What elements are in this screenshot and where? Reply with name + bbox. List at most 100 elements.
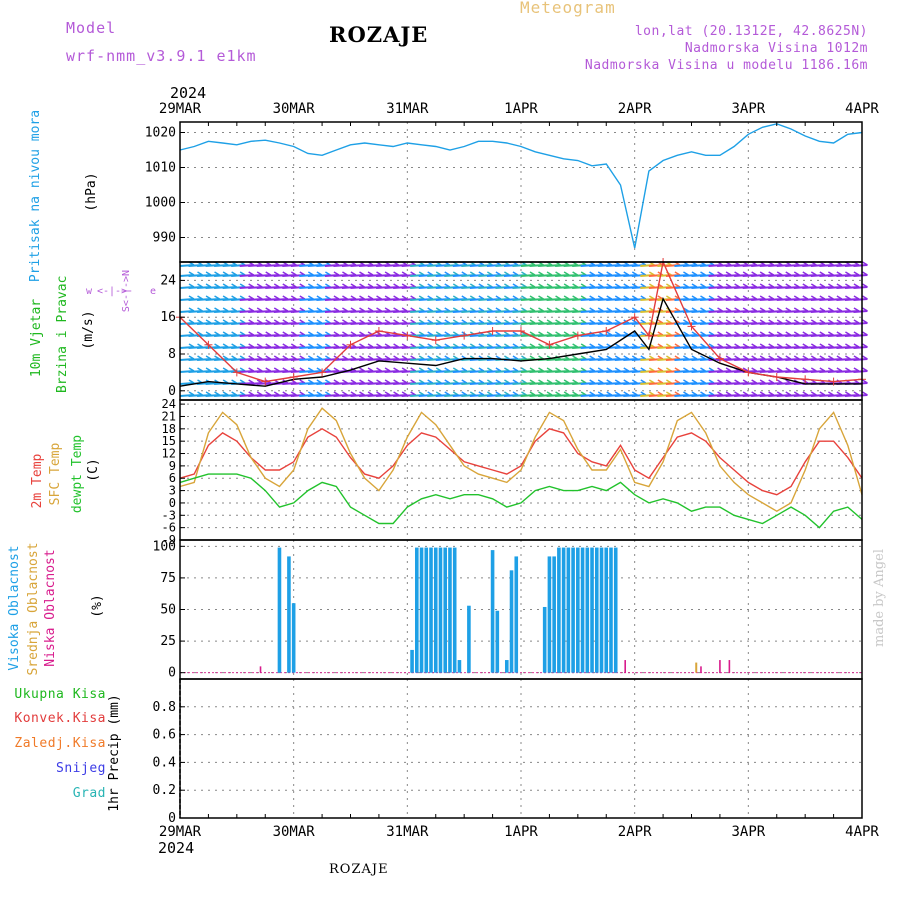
wind-barb	[572, 298, 587, 301]
wind-barb-head	[478, 331, 485, 336]
wind-barb	[725, 370, 740, 373]
wind-barb	[614, 298, 629, 301]
wind-barb-head	[512, 343, 519, 348]
wind-barb-head	[819, 391, 826, 396]
wind-barb	[819, 310, 834, 313]
wind-barb	[717, 274, 732, 277]
wind-barb-head	[853, 319, 860, 324]
wind-barb	[478, 382, 493, 385]
wind-barb-head	[282, 331, 289, 336]
wind-barb-head	[776, 271, 783, 276]
wind-barb	[725, 264, 740, 267]
wind-barb	[717, 370, 732, 373]
cloud-high-bar	[509, 570, 514, 673]
wind-barb-head	[546, 331, 553, 336]
wind-barb	[265, 346, 280, 349]
wind-barb	[427, 346, 442, 349]
wind-barb-head	[853, 295, 860, 300]
ytick-label: -9	[162, 533, 176, 547]
wind-barb	[614, 334, 629, 337]
wind-barb-head	[529, 261, 536, 266]
wind-barb-head	[674, 331, 681, 336]
wind-barb	[597, 264, 612, 267]
wind-barb	[725, 298, 740, 301]
wind-barb	[358, 382, 374, 385]
wind-barb	[469, 382, 484, 385]
wind-barb-head	[256, 379, 263, 384]
wind-barb-head	[359, 283, 365, 288]
wind-barb	[248, 382, 263, 385]
wind-barb	[793, 394, 808, 397]
wind-barb	[435, 346, 450, 349]
wind-barb-head	[640, 307, 647, 312]
wind-barb	[734, 298, 749, 301]
wind-barb-head	[793, 307, 800, 312]
wind-barb	[844, 264, 860, 267]
wind-barb	[222, 382, 237, 385]
wind-barb	[307, 346, 322, 349]
wind-barb	[759, 298, 774, 301]
wind-barb-head	[239, 367, 246, 372]
wind-barb	[699, 286, 715, 289]
wind-barb	[214, 322, 229, 325]
wind-barb-head	[350, 355, 357, 360]
wind-barb	[546, 286, 561, 289]
ytick-label: 24	[162, 397, 176, 411]
wind-barb-head	[401, 355, 408, 360]
panel-frame-1	[179, 261, 863, 401]
wind-barb-head	[427, 355, 434, 360]
cloud-low-bar	[624, 660, 626, 673]
wind-barb	[205, 334, 220, 337]
wind-barb	[376, 370, 391, 373]
wind-barb	[367, 298, 382, 301]
cloud-high-bar	[291, 603, 296, 673]
wind-barb	[529, 382, 544, 385]
wind-barb	[188, 358, 203, 361]
wind-barb	[478, 286, 493, 289]
wind-barb	[776, 334, 791, 337]
wind-barb-head	[708, 283, 715, 288]
wind-barb-head	[359, 379, 365, 384]
wind-barb	[478, 264, 493, 267]
wind-barb-head	[401, 295, 408, 300]
wind-barb-head	[580, 391, 587, 396]
wind-barb-head	[666, 391, 672, 396]
wind-barb	[239, 334, 254, 337]
legend-konvek-kisa: Konvek.Kisa	[14, 711, 106, 726]
wind-barb	[785, 286, 800, 289]
wind-barb-head	[819, 331, 826, 336]
wind-barb-head	[350, 379, 357, 384]
wind-barb-head	[546, 295, 553, 300]
wind-barb-head	[606, 391, 613, 396]
wind-barb-head	[845, 283, 851, 288]
precip-units: (mm)	[107, 694, 122, 726]
wind-barb-head	[231, 355, 238, 360]
ytick-label: 25	[160, 634, 176, 649]
wind-barb	[214, 382, 229, 385]
wind-barb	[606, 310, 621, 313]
wind-barb	[520, 310, 536, 313]
wind-barb-head	[461, 355, 468, 360]
wind-barb	[205, 286, 220, 289]
wind-barb-head	[623, 271, 630, 276]
wind-barb-head	[333, 261, 340, 266]
wind-barb-head	[648, 367, 655, 372]
wind-barb	[290, 286, 305, 289]
wind-barb-head	[691, 343, 698, 348]
wind-barb	[827, 274, 842, 277]
wind-barb-head	[606, 295, 613, 300]
wind-barb-head	[401, 307, 408, 312]
ytick-label: 9	[169, 459, 176, 473]
wind-barb	[725, 310, 740, 313]
wind-barb	[231, 394, 246, 397]
wind-barb	[708, 274, 723, 277]
wind-barb-head	[435, 343, 442, 348]
wind-barb-head	[631, 331, 638, 336]
wind-barb	[307, 264, 322, 267]
wind-barb-head	[521, 261, 527, 266]
wind-barb-head	[810, 355, 817, 360]
wind-barb-head	[316, 331, 323, 336]
wind-barb	[452, 286, 467, 289]
wind-barb-head	[768, 391, 775, 396]
wind-barb	[196, 286, 212, 289]
